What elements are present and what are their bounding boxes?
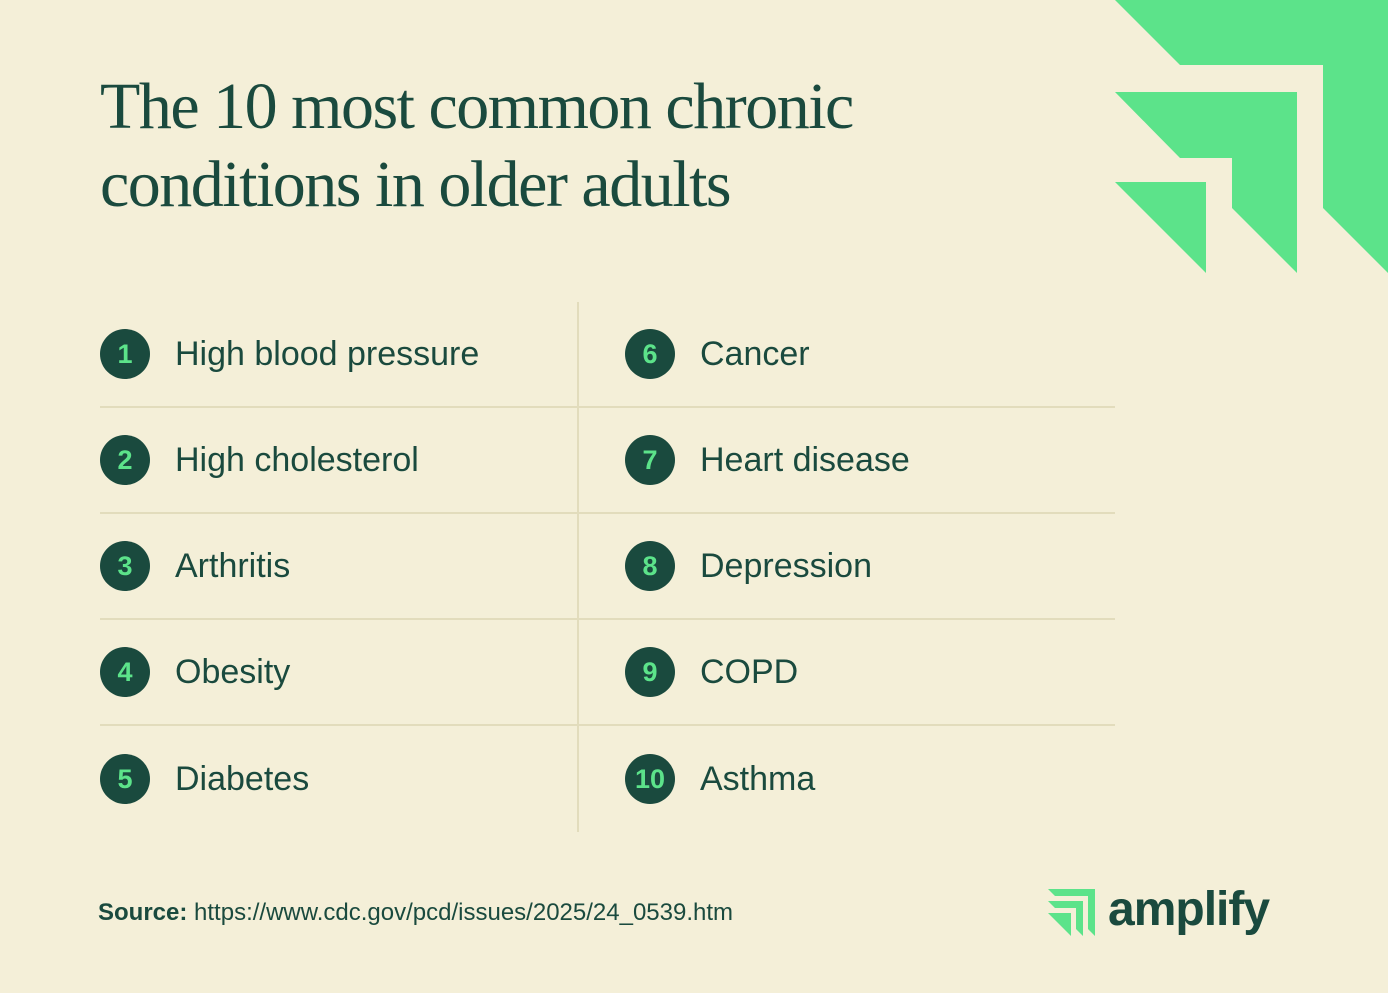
list-item: 5 Diabetes <box>100 726 577 832</box>
condition-label: Cancer <box>700 334 810 373</box>
list-item: 4 Obesity <box>100 620 577 726</box>
rank-badge: 4 <box>100 647 150 697</box>
list-item: 3 Arthritis <box>100 514 577 620</box>
brand-logo: amplify <box>1108 883 1270 936</box>
chevron-large <box>1115 0 1388 273</box>
rank-badge: 6 <box>625 329 675 379</box>
conditions-list: 1 High blood pressure 2 High cholesterol 3 Ar… <box>100 302 1115 832</box>
source: Source: https://www.cdc.gov/pcd/issues/2… <box>98 899 733 927</box>
chevron-small <box>1115 182 1206 273</box>
list-item: 8 Depression <box>577 514 1115 620</box>
rank-badge: 7 <box>625 435 675 485</box>
condition-label: COPD <box>700 652 799 691</box>
condition-label: Obesity <box>175 652 291 691</box>
chevron-medium <box>1115 92 1297 273</box>
list-item: 6 Cancer <box>577 302 1115 408</box>
condition-label: Asthma <box>700 759 816 798</box>
rank-badge: 9 <box>625 647 675 697</box>
rank-badge: 5 <box>100 754 150 804</box>
condition-label: High blood pressure <box>175 334 480 373</box>
rank-badge: 3 <box>100 541 150 591</box>
condition-label: Depression <box>700 546 872 585</box>
condition-label: Diabetes <box>175 759 310 798</box>
rank-badge: 2 <box>100 435 150 485</box>
title: The 10 most common chronic conditions in… <box>100 70 854 221</box>
logo-icon <box>1048 889 1095 936</box>
condition-label: Heart disease <box>700 440 910 479</box>
list-item: 10 Asthma <box>577 726 1115 832</box>
list-item: 1 High blood pressure <box>100 302 577 408</box>
list-item: 9 COPD <box>577 620 1115 726</box>
list-item: 7 Heart disease <box>577 408 1115 514</box>
rank-badge: 8 <box>625 541 675 591</box>
source-label: Source: <box>98 899 188 926</box>
condition-label: High cholesterol <box>175 440 419 479</box>
list-item: 2 High cholesterol <box>100 408 577 514</box>
column-divider <box>577 302 579 832</box>
source-url: https://www.cdc.gov/pcd/issues/2025/24_0… <box>194 899 734 926</box>
rank-badge: 10 <box>625 754 675 804</box>
condition-label: Arthritis <box>175 546 291 585</box>
rank-badge: 1 <box>100 329 150 379</box>
